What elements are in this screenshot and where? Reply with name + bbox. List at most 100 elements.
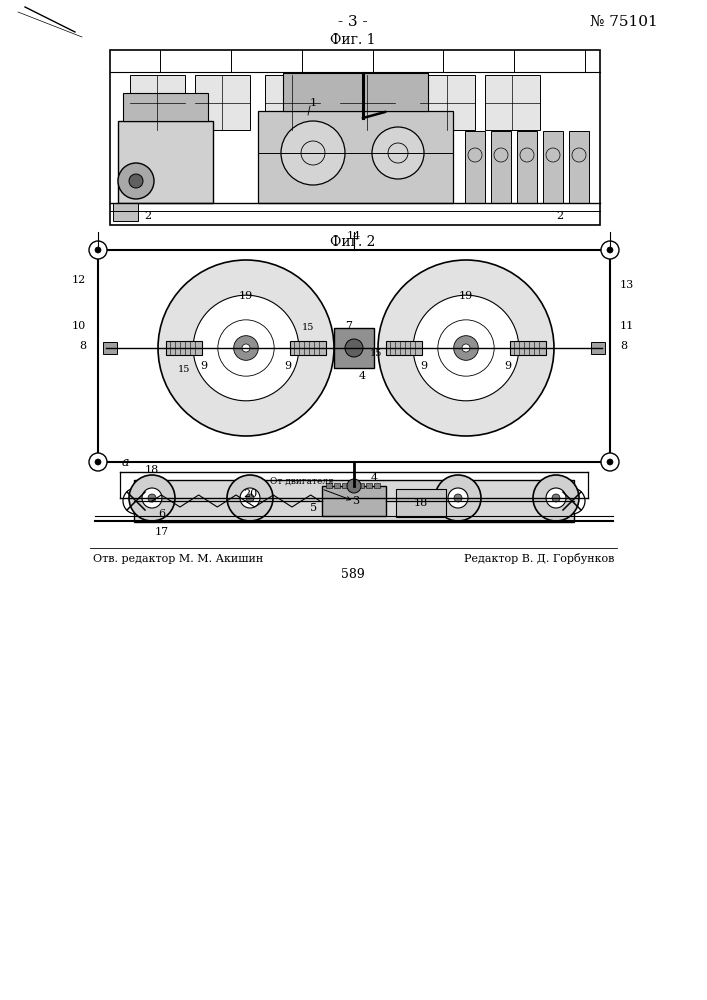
Text: 10: 10 [71, 321, 86, 331]
Bar [258, 111, 453, 203]
Text: - 3 -: - 3 - [338, 15, 368, 29]
Circle shape [552, 494, 560, 502]
Bar [543, 131, 563, 203]
Bar [195, 75, 250, 130]
Circle shape [378, 260, 554, 436]
Circle shape [89, 453, 107, 471]
Bar [358, 483, 364, 488]
Text: 1: 1 [310, 98, 317, 108]
Circle shape [240, 488, 260, 508]
Circle shape [95, 247, 101, 253]
Circle shape [123, 488, 149, 514]
Bar [517, 131, 537, 203]
Text: 9: 9 [284, 361, 291, 371]
Circle shape [129, 475, 175, 521]
Bar [342, 483, 348, 488]
Text: 9: 9 [421, 361, 428, 371]
Circle shape [533, 475, 579, 521]
Circle shape [193, 295, 299, 401]
Text: Фиг. 2: Фиг. 2 [330, 235, 375, 249]
Bar [265, 75, 320, 130]
Text: 19: 19 [239, 291, 253, 301]
Bar [110, 50, 600, 225]
Circle shape [95, 459, 101, 465]
Text: № 75101: № 75101 [590, 15, 658, 29]
Bar [290, 341, 326, 355]
Text: 8: 8 [620, 341, 627, 351]
Circle shape [158, 260, 334, 436]
Bar [113, 203, 138, 221]
Bar [510, 341, 546, 355]
Text: 12: 12 [71, 275, 86, 285]
Bar [98, 250, 610, 462]
Text: 4: 4 [358, 371, 366, 381]
Circle shape [413, 295, 519, 401]
Circle shape [118, 163, 154, 199]
Bar [123, 93, 208, 121]
Circle shape [448, 488, 468, 508]
Text: 2: 2 [556, 211, 563, 221]
Circle shape [227, 475, 273, 521]
Circle shape [345, 339, 363, 357]
Text: 8: 8 [79, 341, 86, 351]
Bar [485, 75, 540, 130]
Circle shape [89, 241, 107, 259]
Text: 15: 15 [178, 365, 190, 374]
Bar [118, 121, 213, 203]
Text: 19: 19 [459, 291, 473, 301]
Circle shape [546, 488, 566, 508]
Bar [465, 131, 485, 203]
Text: 9: 9 [504, 361, 512, 371]
Bar [340, 75, 395, 130]
Text: 6: 6 [158, 509, 165, 519]
Circle shape [347, 479, 361, 493]
Text: 7: 7 [346, 321, 353, 331]
Text: 14: 14 [347, 231, 361, 241]
Text: 20: 20 [243, 489, 257, 499]
Circle shape [435, 475, 481, 521]
Text: 2: 2 [144, 211, 151, 221]
Bar [374, 483, 380, 488]
Bar [326, 483, 332, 488]
Bar [386, 341, 422, 355]
Bar [591, 342, 605, 354]
Text: 3: 3 [352, 496, 360, 506]
Circle shape [601, 453, 619, 471]
Circle shape [454, 336, 479, 360]
Circle shape [607, 459, 613, 465]
Circle shape [142, 488, 162, 508]
Circle shape [607, 247, 613, 253]
Text: 18: 18 [145, 465, 159, 475]
Circle shape [242, 344, 250, 352]
Bar [420, 75, 475, 130]
Text: 15: 15 [370, 350, 382, 359]
Bar [134, 480, 574, 522]
Circle shape [234, 336, 258, 360]
Circle shape [148, 494, 156, 502]
Circle shape [559, 488, 585, 514]
Text: 15: 15 [302, 324, 314, 332]
Bar [166, 341, 202, 355]
Text: 18: 18 [414, 498, 428, 508]
Text: 589: 589 [341, 568, 365, 582]
Bar [322, 486, 386, 516]
Text: Отв. редактор М. М. Акишин: Отв. редактор М. М. Акишин [93, 554, 263, 564]
Text: Редактор В. Д. Горбунков: Редактор В. Д. Горбунков [464, 554, 614, 564]
Bar [103, 342, 117, 354]
Bar [334, 328, 374, 368]
Text: 17: 17 [155, 527, 169, 537]
Circle shape [281, 121, 345, 185]
Text: От двигателя: От двигателя [270, 477, 351, 500]
Text: 9: 9 [201, 361, 208, 371]
Circle shape [372, 127, 424, 179]
Circle shape [601, 241, 619, 259]
Bar [334, 483, 340, 488]
Bar [283, 73, 428, 111]
Circle shape [454, 494, 462, 502]
Circle shape [246, 494, 254, 502]
Bar [130, 75, 185, 130]
Bar [396, 489, 446, 517]
Bar [350, 483, 356, 488]
Text: 13: 13 [620, 280, 634, 290]
Bar [366, 483, 372, 488]
